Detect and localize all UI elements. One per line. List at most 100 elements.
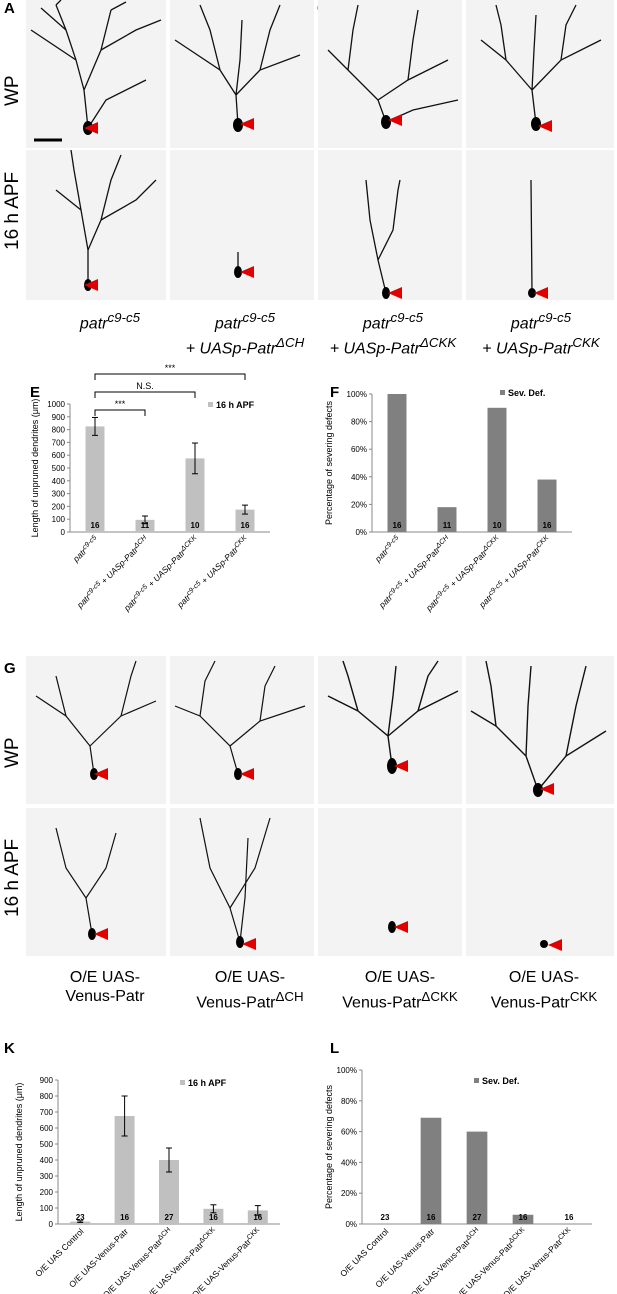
y-axis-label: Length of unpruned dendrites (μm)	[14, 1083, 24, 1222]
micrograph-c-apf	[318, 150, 462, 300]
genotype-label-c: patrc9-c5 + UASp-PatrΔCKK	[329, 310, 457, 358]
bar	[185, 458, 205, 532]
y-tick-label: 900	[40, 1076, 54, 1085]
significance-bracket	[94, 409, 146, 416]
y-tick-label: 0	[61, 528, 66, 537]
bar	[135, 519, 155, 532]
micrograph-i-wp	[318, 656, 462, 804]
n-label: 23	[76, 1213, 85, 1222]
micrograph-g-apf	[26, 808, 166, 956]
bar	[512, 1214, 534, 1224]
y-tick-label: 800	[40, 1092, 54, 1101]
bar	[487, 407, 507, 532]
genotype-label-b: patrc9-c5 + UASp-PatrΔCH	[185, 310, 305, 358]
y-tick-label: 100	[52, 515, 66, 524]
y-tick-label: 100%	[337, 1066, 357, 1075]
bar	[420, 1117, 442, 1224]
y-tick-label: 0%	[355, 528, 367, 537]
legend-swatch	[474, 1078, 479, 1083]
y-tick-label: 20%	[351, 500, 367, 509]
n-label: 11	[141, 521, 150, 530]
chart-k: 0 100 200 300 400 500 600 700 800 900 Length of un…	[14, 1076, 280, 1294]
micrograph-d-wp	[466, 0, 614, 148]
arrowheads-top	[84, 114, 552, 299]
y-tick-label: 300	[52, 490, 66, 499]
y-tick-label: 800	[52, 426, 66, 435]
n-label: 23	[381, 1213, 390, 1222]
y-tick-label: 500	[52, 464, 66, 473]
micrograph-j-apf	[466, 808, 614, 956]
y-tick-label: 200	[52, 502, 66, 511]
bar	[235, 509, 255, 532]
significance-label: ***	[165, 363, 176, 373]
micrograph-a-apf	[26, 150, 166, 300]
y-tick-label: 500	[40, 1140, 54, 1149]
legend-label: 16 h APF	[188, 1078, 227, 1088]
y-axis-label: Percentage of severing defects	[324, 1084, 334, 1209]
y-tick-label: 600	[52, 451, 66, 460]
legend-label: Sev. Def.	[508, 388, 545, 398]
panel-letter-a: A	[4, 0, 15, 17]
n-label: 16	[241, 521, 250, 530]
y-tick-label: 60%	[351, 445, 367, 454]
significance-bracket	[94, 373, 246, 380]
y-tick-label: 100%	[347, 390, 367, 399]
n-label: 27	[165, 1213, 174, 1222]
legend-swatch	[180, 1080, 185, 1085]
panel-letter-f: F	[330, 384, 340, 401]
y-tick-label: 100	[40, 1204, 54, 1213]
micrograph-h-wp	[170, 656, 314, 804]
significance-bracket	[94, 391, 196, 398]
chart-f: 0% 20% 40% 60% 80% 100% Percentage of severing…	[324, 388, 572, 614]
n-label: 11	[443, 521, 452, 530]
y-tick-label: 900	[52, 413, 66, 422]
micrograph-i-apf	[318, 808, 462, 956]
n-label: 16	[393, 521, 402, 530]
y-tick-label: 700	[40, 1108, 54, 1117]
n-label: 10	[191, 521, 200, 530]
y-tick-label: 80%	[351, 418, 367, 427]
n-label: 16	[209, 1213, 218, 1222]
y-axis-label: Percentage of severing defects	[324, 400, 334, 525]
y-tick-label: 400	[40, 1156, 54, 1165]
panel-letter-g: G	[4, 660, 16, 677]
y-tick-label: 600	[40, 1124, 54, 1133]
chart-e: 0 100 200 300 400 500 600 700 800 900 1000 Length o…	[30, 363, 270, 614]
bar	[437, 507, 457, 532]
panel-letter-k: K	[4, 1040, 15, 1057]
micrograph-b-apf	[170, 150, 314, 300]
y-tick-label: 1000	[47, 400, 65, 409]
bar	[114, 1116, 135, 1224]
y-tick-label: 0%	[345, 1220, 357, 1229]
legend-swatch	[500, 390, 505, 395]
n-label: 16	[253, 1213, 262, 1222]
bar	[85, 426, 105, 532]
genotype-label-i: O/E UAS- Venus-PatrΔCKK	[342, 969, 458, 1012]
n-label: 16	[427, 1213, 436, 1222]
panel-letter-e: E	[30, 384, 41, 401]
y-tick-label: 700	[52, 438, 66, 447]
micrograph-c-wp	[318, 0, 462, 148]
y-tick-label: 200	[40, 1188, 54, 1197]
panel-letter-l: L	[330, 1040, 340, 1057]
category-label: O/E UAS Control	[338, 1226, 391, 1279]
micrograph-h-apf	[170, 808, 314, 956]
genotype-label-a: patrc9-c5	[79, 310, 141, 333]
bar	[203, 1208, 224, 1224]
genotype-label-h: O/E UAS- Venus-PatrΔCH	[196, 969, 304, 1012]
y-tick-label: 40%	[351, 473, 367, 482]
significance-label: ***	[115, 399, 126, 409]
genotype-label-j: O/E UAS- Venus-PatrCKK	[490, 969, 598, 1012]
y-tick-label: 60%	[341, 1128, 357, 1137]
category-label: patrc9-c5	[372, 534, 403, 565]
y-tick-label: 20%	[341, 1189, 357, 1198]
n-label: 16	[91, 521, 100, 530]
bar	[537, 479, 557, 532]
n-label: 16	[565, 1213, 574, 1222]
micrograph-j-wp	[466, 656, 614, 804]
category-label: patrc9-c5	[70, 534, 101, 565]
n-label: 16	[519, 1213, 528, 1222]
bar	[466, 1131, 488, 1224]
micrograph-g-wp	[26, 656, 166, 804]
n-label: 16	[120, 1213, 129, 1222]
